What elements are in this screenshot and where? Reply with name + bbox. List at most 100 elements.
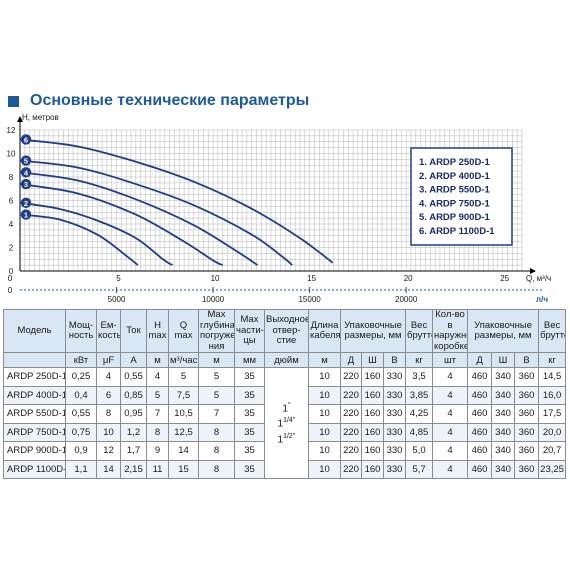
series-marker-6 [20,134,32,145]
table-cell: 4 [96,367,121,387]
table-cell: 220 [340,404,362,424]
table-cell: 340 [491,441,516,461]
column-header: Вес брутто [538,309,567,353]
table-cell: 160 [361,385,384,405]
table-cell: 220 [340,385,362,405]
table-cell: 10 [308,367,341,387]
table-cell: 12,5 [168,422,199,442]
table-cell: 10 [308,422,341,442]
table-cell: 4 [432,459,469,479]
table-row: ARDP 1100D-1 1,1 14 2,15 11 15 8 35 10 220 160 330 5… [3,459,567,479]
table-cell: 35 [234,367,265,387]
table-cell: 20,0 [538,422,567,442]
unit-cell: A [120,352,147,368]
table-cell: 1,7 [120,441,147,461]
table-cell: 4 [432,441,469,461]
table-cell: 160 [361,367,384,387]
table-cell: 10 [308,459,341,479]
table-cell: 330 [382,459,407,479]
table-cell: 340 [491,404,516,424]
table-cell: 3,85 [405,385,434,405]
table-cell: 35 [234,422,265,442]
unit-cell: дюйм [264,352,309,368]
series-line-4 [19,171,258,266]
unit-cell: мм [234,352,265,368]
outlet-size-value: 11/4'' [277,417,296,430]
table-cell: 0,95 [120,404,147,424]
unit-cell: Д [340,352,362,368]
table-cell: 8 [96,404,121,424]
table-cell: 5 [198,367,235,387]
model-name-cell: ARDP 750D-1 [3,422,66,442]
x-tick-label: 15 [307,274,316,283]
table-cell: 8 [198,422,235,442]
table-cell: 0,55 [120,367,147,387]
table-cell: 160 [361,404,384,424]
unit-cell: В [514,352,540,368]
y-tick-label: 6 [9,197,14,206]
unit-cell: Д [467,352,493,368]
x2-tick-label: 15000 [298,295,321,304]
table-cell: 330 [382,385,407,405]
series-marker-4 [20,167,32,178]
model-name-cell: ARDP 550D-1 [3,404,66,424]
table-cell: 10 [96,422,121,442]
legend-entry: 2. ARDP 400D-1 [419,171,490,182]
table-cell: 330 [382,367,407,387]
table-cell: 460 [467,422,493,442]
series-line-6 [19,138,334,264]
table-cell: 20,7 [538,441,567,461]
legend-entry: 5. ARDP 900D-1 [419,212,490,223]
series-line-2 [19,201,173,266]
table-cell: 360 [514,367,540,387]
legend-entry: 3. ARDP 550D-1 [419,185,490,196]
outlet-size-value: 1'' [282,402,291,415]
y-tick-label: 2 [9,244,14,253]
table-cell: 2,15 [120,459,147,479]
column-header: Ем-кость [96,309,121,353]
table-cell: 35 [234,441,265,461]
table-cell: 360 [514,385,540,405]
x2-tick-label: 20000 [395,295,418,304]
table-cell: 220 [340,367,362,387]
table-cell: 340 [491,367,516,387]
table-cell: 5 [198,385,235,405]
y-tick-label: 12 [7,126,16,135]
model-name-cell: ARDP 250D-1 [3,367,66,387]
x-tick-label: 10 [211,274,220,283]
x-tick-label: 5 [116,274,121,283]
unit-cell [3,352,66,368]
model-name-cell: ARDP 1100D-1 [3,459,66,479]
y-tick-label: 8 [9,173,14,182]
table-cell: 10 [308,404,341,424]
column-header: Max глубина погруже-ния [198,309,235,353]
table-header-row: Модель Мощ-ность Ем-кость Ток Н max Q max Max … [3,309,567,353]
table-cell: 3,5 [405,367,434,387]
x-tick-label: 0 [8,274,13,283]
table-cell: 15 [168,459,199,479]
table-cell: 10,5 [168,404,199,424]
table-cell: 7,5 [168,385,199,405]
table-cell: 10 [308,385,341,405]
column-header: Кол-во в наружной коробке [432,309,469,353]
table-cell: 460 [467,459,493,479]
table-row: ARDP 250D-1 0,25 4 0,55 4 5 5 35 1'' 11/4'' 11/2''… [3,367,567,479]
table-cell: 360 [514,459,540,479]
unit-cell: м³/час [168,352,199,368]
series-marker-label: 5 [24,157,28,166]
series-marker-label: 6 [24,135,28,144]
table-cell: 0,4 [65,385,97,405]
table-cell: 35 [234,404,265,424]
table-cell: 4 [432,385,469,405]
table-cell: 5 [146,385,169,405]
table-row: ARDP 550D-1 0,55 8 0,95 7 10,5 7 35 10 220 160 330 4… [3,404,567,424]
series-marker-label: 4 [24,168,29,177]
column-header: Ток [120,309,147,353]
table-cell: 35 [234,459,265,479]
x-tick-label: 25 [500,274,509,283]
model-name-cell: ARDP 900D-1 [3,441,66,461]
legend-entry: 4. ARDP 750D-1 [419,198,490,209]
table-cell: 7 [198,404,235,424]
series-marker-label: 2 [24,199,28,208]
table-cell: 8 [198,441,235,461]
